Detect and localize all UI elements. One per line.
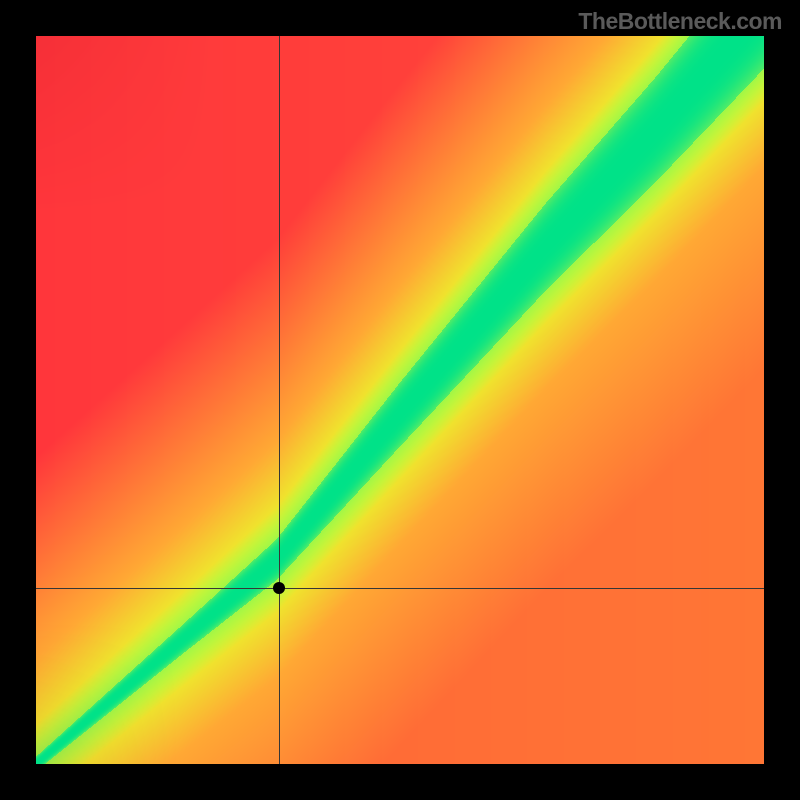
heatmap-canvas [36,36,764,764]
chart-container [36,36,764,764]
watermark-text: TheBottleneck.com [578,8,782,35]
